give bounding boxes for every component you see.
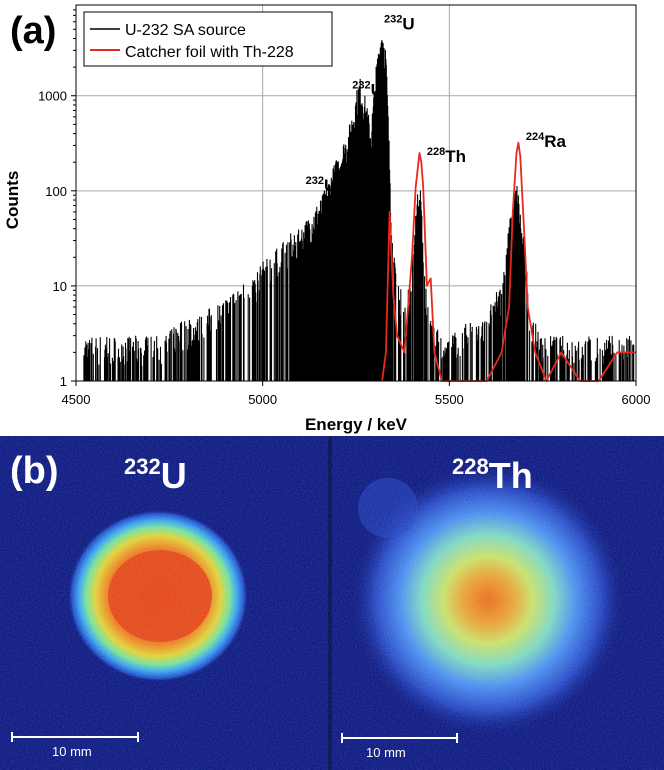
- panel-a-tag: (a): [10, 10, 57, 52]
- peak-label-iso: 232: [306, 175, 324, 187]
- peak-label-iso: 228: [337, 241, 355, 253]
- u232-image-label-iso: 232: [124, 454, 161, 479]
- legend-box: [83, 11, 333, 67]
- y-tick-label: 1: [60, 374, 67, 389]
- x-tick-label: 5000: [248, 392, 277, 407]
- peak-label-element: U: [324, 176, 336, 195]
- y-tick-label: 100: [45, 184, 67, 199]
- peak-label-iso: 224: [526, 131, 545, 143]
- imaging-panel: 232U 228Th 10 mm 10 mm: [0, 436, 664, 770]
- scale-bar-left-label: 10 mm: [52, 744, 92, 759]
- plot-frame: [75, 4, 637, 382]
- panel-b-tag: (b): [10, 450, 59, 492]
- series-u232-spectrum: [83, 40, 635, 381]
- y-axis-label: Counts: [3, 171, 22, 230]
- spectrum-panel: 4500 5000 5500 6000 1 10 100 1000 232U 232U 232U 2…: [3, 4, 651, 434]
- y-tick-label: 10: [53, 279, 67, 294]
- u232-image-label: 232U: [124, 456, 187, 494]
- imaging-visual: [0, 436, 664, 770]
- image-noise: [0, 436, 664, 770]
- peak-label-iso: 232: [384, 13, 402, 25]
- scale-bar-right: [341, 733, 458, 743]
- x-tick-label: 4500: [62, 392, 91, 407]
- peak-label-u: 232U: [384, 13, 415, 33]
- x-tick-label: 6000: [622, 392, 651, 407]
- peak-label-u: 232U: [352, 80, 383, 100]
- peak-label-u: 232U: [306, 175, 337, 195]
- u232-image-label-el: U: [160, 455, 187, 496]
- th228-image-label-iso: 228: [452, 454, 489, 479]
- th228-image-label: 228Th: [452, 456, 533, 494]
- x-axis-label: Energy / keV: [305, 415, 408, 434]
- peak-label-iso: 228: [427, 146, 445, 158]
- peak-label-element: Th: [356, 242, 377, 261]
- scale-bar-right-label: 10 mm: [366, 745, 406, 760]
- peak-label-element: U: [402, 14, 414, 33]
- legend-label-th228: Catcher foil with Th-228: [125, 44, 294, 61]
- peak-label-element: Ra: [544, 132, 566, 151]
- scale-bar-left: [11, 732, 139, 742]
- legend-label-u232: U-232 SA source: [125, 22, 246, 39]
- x-tick-label: 5500: [435, 392, 464, 407]
- peak-label-element: Th: [445, 147, 466, 166]
- peak-label-ra: 224Ra: [526, 131, 567, 151]
- peak-label-th: 228Th: [427, 146, 466, 166]
- peak-label-iso: 232: [352, 80, 370, 92]
- th228-image-label-el: Th: [488, 455, 533, 496]
- peak-label-element: U: [371, 81, 383, 100]
- peak-label-th: 228Th: [337, 241, 376, 261]
- y-tick-label: 1000: [38, 89, 67, 104]
